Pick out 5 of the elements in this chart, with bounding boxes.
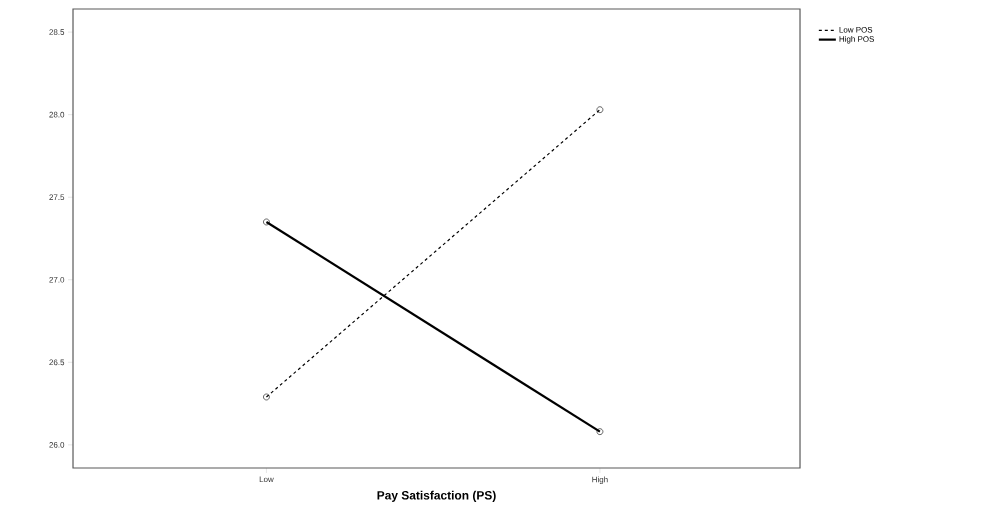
point bbox=[596, 106, 604, 113]
point bbox=[596, 428, 604, 435]
point bbox=[263, 218, 270, 226]
point bbox=[263, 393, 270, 401]
x-axis-title: Pay Satisfaction (PS) bbox=[377, 490, 496, 502]
